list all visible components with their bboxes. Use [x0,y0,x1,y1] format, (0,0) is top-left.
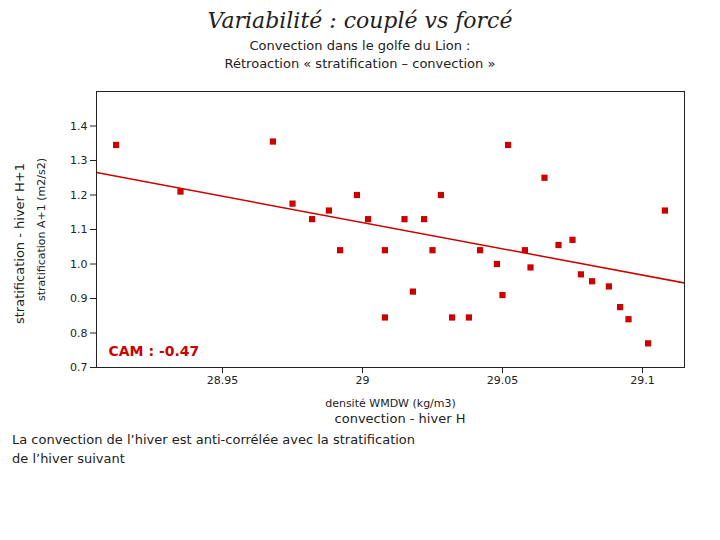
html-text:de l’hiver suivant: de l’hiver suivant [12,451,125,466]
svg-text:29.1: 29.1 [630,374,655,387]
svg-text:1.0: 1.0 [70,258,88,271]
svg-text:1.4: 1.4 [70,120,88,133]
html-text:Variabilité : couplé vs forcé: Variabilité : couplé vs forcé [207,8,513,33]
svg-text:stratification A+1 (m2/s2): stratification A+1 (m2/s2) [35,158,48,301]
svg-text:0.9: 0.9 [70,292,88,305]
svg-text:28.95: 28.95 [207,374,239,387]
svg-text:29: 29 [356,374,370,387]
html-text:Rétroaction « stratification –: Rétroaction « stratification – convectio… [224,56,496,71]
svg-text:densité WMDW (kg/m3): densité WMDW (kg/m3) [325,397,456,410]
svg-text:CAM : -0.47: CAM : -0.47 [109,343,200,359]
html-text:stratification - hiver H+1: stratification - hiver H+1 [12,163,27,325]
svg-text:1.2: 1.2 [70,189,88,202]
svg-text:0.7: 0.7 [70,361,88,374]
html-text:La convection de l’hiver est a: La convection de l’hiver est anti-corrél… [12,432,416,447]
svg-text:1.1: 1.1 [70,223,88,236]
html-text:convection - hiver H: convection - hiver H [334,411,466,426]
html-text:Convection dans le golfe du Li: Convection dans le golfe du Lion : [249,38,471,53]
svg-text:1.3: 1.3 [70,154,88,167]
svg-text:29.05: 29.05 [487,374,519,387]
svg-text:0.8: 0.8 [70,327,88,340]
